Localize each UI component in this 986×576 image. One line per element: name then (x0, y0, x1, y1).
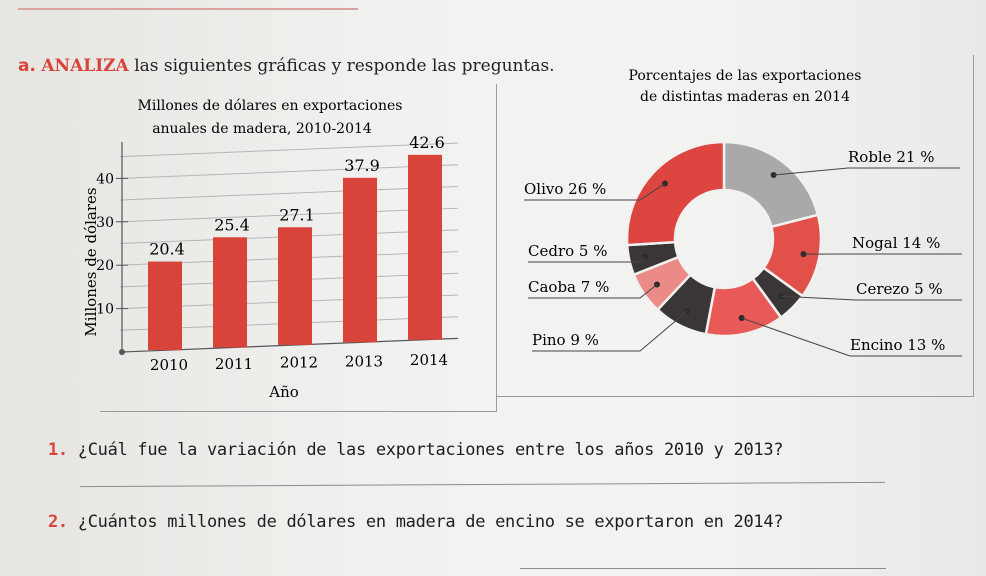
bar-gridline (119, 164, 459, 179)
donut-leader-line (741, 317, 962, 357)
donut-leader-line (532, 310, 688, 352)
bar-y-tick-label: 10 (96, 302, 114, 318)
donut-leader-line (773, 167, 960, 176)
answer-line-2[interactable] (520, 568, 886, 569)
question-1: 1. ¿Cuál fue la variación de las exporta… (48, 440, 784, 460)
question-1-text: ¿Cuál fue la variación de las exportacio… (77, 440, 784, 460)
donut-slice-roble (722, 140, 820, 229)
instruction-badge: a. (18, 56, 36, 76)
question-2-number: 2. (48, 512, 68, 532)
bar-y-axis-label: Millones de dólares (82, 187, 100, 336)
donut-leader-line (528, 256, 646, 263)
question-1-number: 1. (48, 440, 68, 460)
bar-x-tick-2011: 2011 (215, 355, 253, 373)
top-rule (18, 8, 358, 10)
donut-title-line2: de distintas maderas en 2014 (640, 89, 850, 105)
instruction-keyword: ANALIZA (41, 56, 129, 76)
donut-label-caoba: Caoba 7 % (528, 278, 609, 296)
bar-value-label-2012: 27.1 (279, 205, 315, 224)
bar-y-ticks: 10 20 30 40 (96, 171, 128, 318)
bar-x-tick-2012: 2012 (280, 354, 318, 372)
bar-2012 (278, 227, 312, 345)
donut-chart: Porcentajes de las exportaciones de dist… (524, 68, 962, 357)
donut-label-cedro: Cedro 5 % (528, 242, 608, 260)
instruction-text: las siguientes gráficas y responde las p… (134, 56, 555, 76)
donut-slices (625, 140, 823, 338)
donut-labels: Roble 21 % Nogal 14 % Cerezo 5 % Encino 13 … (524, 148, 945, 354)
bar-2014 (408, 154, 442, 340)
bar-value-labels: 20.4 25.4 27.1 37.9 42.6 (149, 133, 445, 259)
donut-slice-olivo (625, 140, 726, 247)
bar-chart: Millones de dólares en exportaciones anu… (82, 98, 459, 401)
bar-gridline (119, 185, 459, 201)
bar-axis-origin (119, 349, 125, 355)
donut-label-cerezo: Cerezo 5 % (856, 280, 943, 298)
bar-gridline (119, 207, 459, 223)
panel-divider (496, 84, 497, 412)
donut-label-nogal: Nogal 14 % (852, 234, 940, 252)
donut-label-olivo: Olivo 26 % (524, 180, 606, 198)
bar-y-tick-label: 30 (96, 215, 114, 231)
bar-y-tick-label: 40 (96, 171, 114, 187)
donut-label-pino: Pino 9 % (532, 331, 599, 349)
bar-series (148, 154, 442, 351)
bar-x-tick-2013: 2013 (345, 352, 383, 370)
bar-y-tick-label: 20 (96, 258, 114, 274)
panel-bottom-right (496, 396, 974, 397)
panel-bottom-left (100, 411, 496, 412)
donut-label-roble: Roble 21 % (848, 148, 934, 166)
donut-leader-line (781, 295, 962, 301)
donut-title-line1: Porcentajes de las exportaciones (629, 68, 862, 84)
bar-value-label-2010: 20.4 (149, 240, 185, 259)
bar-chart-title-line1: Millones de dólares en exportaciones (138, 98, 403, 114)
answer-line-1[interactable] (80, 481, 885, 488)
bar-x-tick-2010: 2010 (150, 356, 188, 374)
bar-2010 (148, 261, 182, 351)
bar-x-tick-2014: 2014 (410, 351, 448, 369)
question-2-text: ¿Cuántos millones de dólares en madera d… (77, 512, 784, 532)
panel-right (973, 55, 974, 397)
donut-label-encino: Encino 13 % (850, 336, 945, 354)
bar-x-axis-label: Año (268, 383, 299, 401)
donut-leader-line (528, 284, 658, 299)
question-2: 2. ¿Cuántos millones de dólares en mader… (48, 512, 784, 532)
bar-value-label-2013: 37.9 (344, 156, 380, 175)
bar-x-ticks: 2010 2011 2012 2013 2014 (150, 351, 448, 374)
bar-value-label-2014: 42.6 (409, 133, 445, 152)
bar-value-label-2011: 25.4 (214, 215, 250, 234)
bar-chart-title-line2: anuales de madera, 2010-2014 (152, 121, 372, 137)
donut-leader-line (524, 183, 666, 201)
bar-2013 (343, 177, 377, 343)
bar-gridline (119, 142, 459, 158)
donut-leader-lines (524, 167, 962, 357)
instruction: a. ANALIZA las siguientes gráficas y res… (18, 56, 555, 76)
bar-2011 (213, 237, 247, 348)
